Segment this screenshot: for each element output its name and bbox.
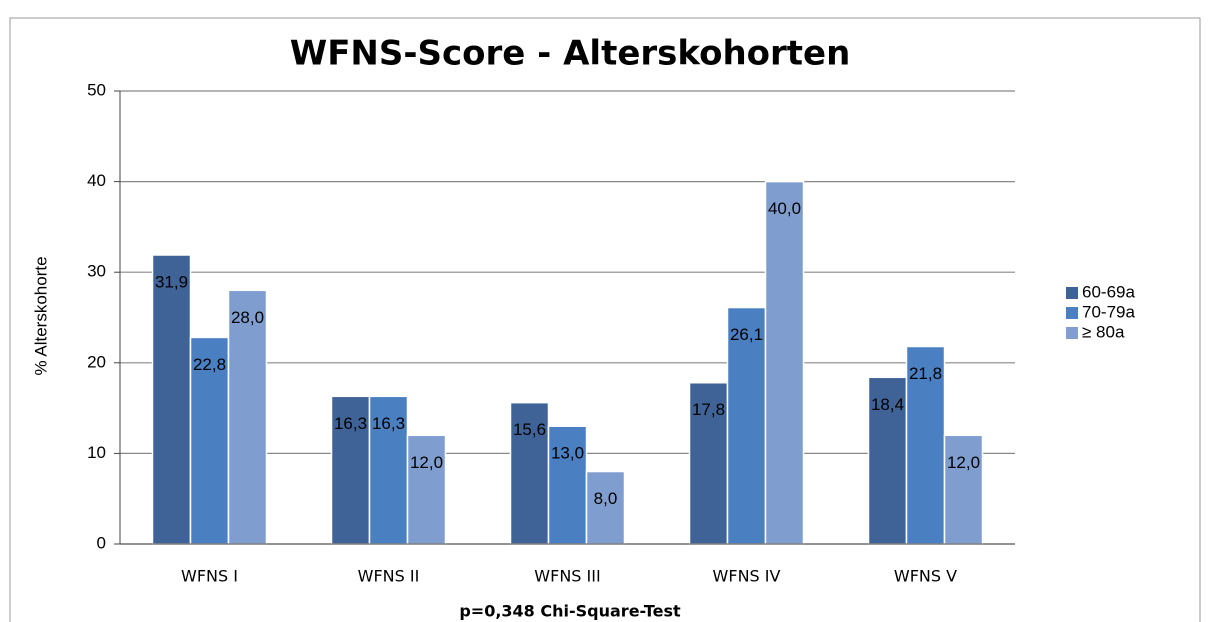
bar [151,254,192,545]
bar [547,425,588,545]
legend-label: ≥ 80a [1082,322,1125,341]
y-tick-label: 20 [87,352,106,371]
bar [943,434,984,545]
legend-label: 70-79a [1082,302,1135,321]
x-tick-label: WFNS III [534,567,600,586]
x-tick-label: WFNS II [358,567,420,586]
chart-title: WFNS-Score - Alterskohorten [290,34,851,74]
value-label: 26,1 [730,325,763,344]
value-label: 28,0 [231,308,264,327]
bar [905,345,946,545]
legend-swatch [1066,287,1078,299]
legend-swatch [1066,327,1078,339]
value-label: 17,8 [692,400,725,419]
bar [867,376,908,545]
x-tick-label: WFNS V [894,567,957,586]
value-label: 13,0 [551,444,584,463]
value-label: 21,8 [909,364,942,383]
bar [688,381,729,545]
value-label: 31,9 [155,272,188,291]
y-tick-label: 50 [87,80,106,99]
x-axis-label: p=0,348 Chi-Square-Test [459,602,681,621]
y-tick-label: 0 [97,533,106,552]
value-label: 40,0 [768,199,801,218]
value-label: 22,8 [193,355,226,374]
bar [585,470,626,545]
bar [227,289,268,545]
value-label: 12,0 [947,453,980,472]
x-tick-label: WFNS I [181,567,238,586]
y-tick-label: 10 [87,443,106,462]
value-label: 16,3 [334,414,367,433]
y-axis-label: % Alterskohorte [31,256,50,375]
legend-label: 60-69a [1082,282,1135,301]
bar [406,434,447,545]
value-label: 8,0 [594,489,618,508]
bar [764,180,805,545]
value-label: 16,3 [372,414,405,433]
y-tick-label: 40 [87,171,106,190]
value-label: 18,4 [871,395,904,414]
legend-swatch [1066,307,1078,319]
value-label: 15,6 [513,420,546,439]
value-label: 12,0 [410,453,443,472]
x-tick-label: WFNS IV [713,567,781,586]
y-tick-label: 30 [87,262,106,281]
